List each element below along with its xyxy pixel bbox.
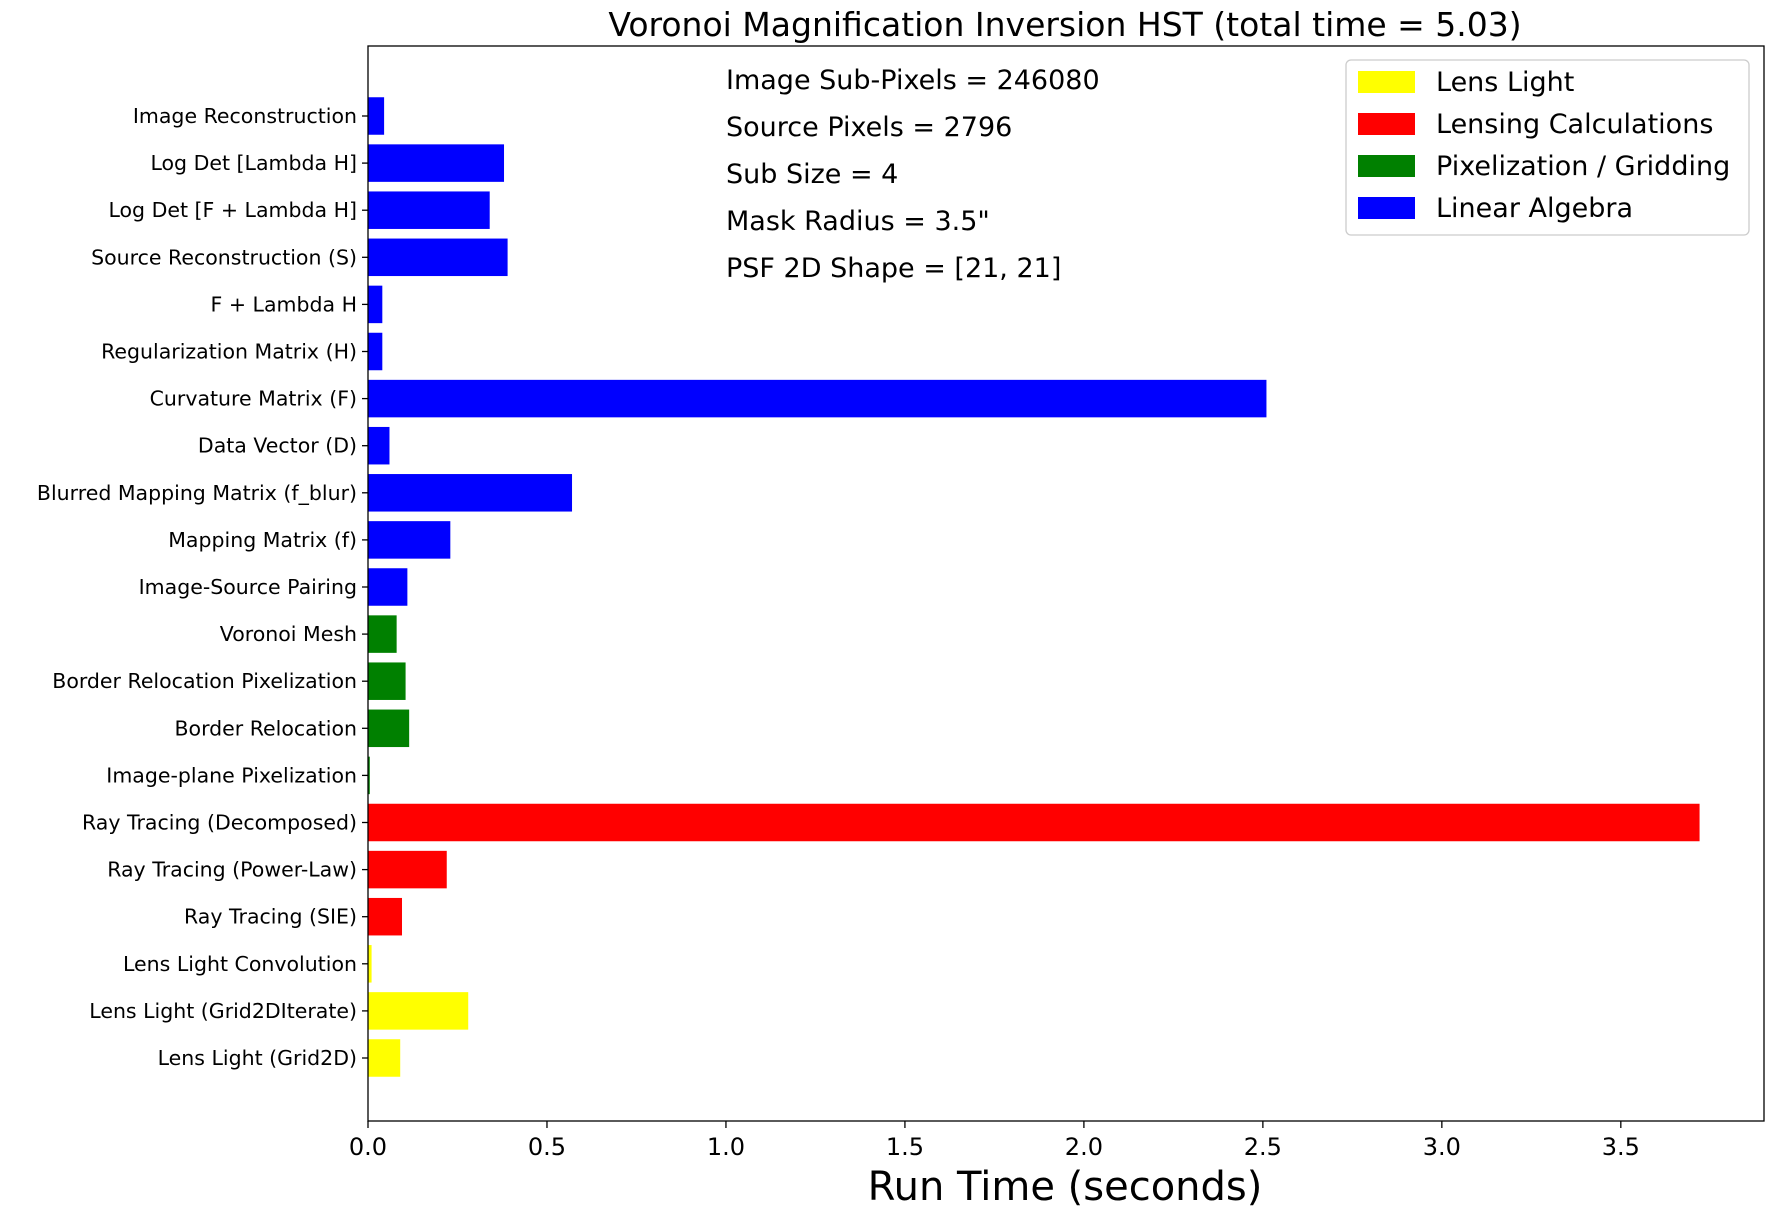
x-tick-label: 0.0 (349, 1133, 387, 1161)
y-tick-label: Mapping Matrix (f) (168, 528, 357, 552)
y-tick-label: Source Reconstruction (S) (91, 245, 357, 269)
legend-swatch (1358, 71, 1415, 93)
legend-swatch (1358, 197, 1415, 219)
x-tick-label: 3.0 (1423, 1133, 1461, 1161)
bar (368, 897, 403, 936)
x-axis-label: Run Time (seconds) (868, 1164, 1263, 1210)
bar (368, 332, 383, 371)
bar (368, 615, 397, 653)
plot-area-frame (367, 45, 1765, 1122)
bar (368, 992, 469, 1030)
y-tick-label: Ray Tracing (SIE) (184, 905, 357, 929)
y-tick-label: Border Relocation (174, 716, 357, 740)
x-axis-ticks: 0.0 0.5 1.0 1.5 2.0 2.5 3.0 3.5 (349, 1121, 1640, 1161)
legend: Lens Light Lensing Calculations Pixelizati… (1345, 59, 1750, 236)
y-tick-label: Data Vector (D) (198, 434, 357, 458)
bar (368, 97, 385, 135)
bar (368, 191, 490, 229)
bar (368, 238, 508, 277)
bar (368, 709, 410, 748)
chart-title: Voronoi Magnification Inversion HST (tot… (608, 5, 1521, 44)
annotation-text: Source Pixels = 2796 (726, 112, 1012, 143)
y-tick-label: F + Lambda H (211, 292, 357, 316)
y-tick-label: Image Reconstruction (133, 104, 357, 128)
bar (368, 1039, 401, 1077)
legend-swatch (1358, 113, 1415, 135)
y-tick-label: Regularization Matrix (H) (101, 340, 357, 364)
annotation-text: Sub Size = 4 (726, 159, 898, 190)
y-tick-label: Blurred Mapping Matrix (f_blur) (37, 481, 357, 506)
y-tick-label: Log Det [Lambda H] (150, 151, 357, 175)
legend-swatch (1358, 155, 1415, 177)
y-tick-label: Lens Light Convolution (123, 952, 357, 976)
x-tick-label: 1.5 (886, 1133, 924, 1161)
bar (368, 850, 447, 889)
y-tick-label: Ray Tracing (Power-Law) (107, 858, 357, 882)
bar (368, 474, 573, 512)
y-tick-label: Log Det [F + Lambda H] (108, 198, 357, 222)
annotation-text: PSF 2D Shape = [21, 21] (726, 253, 1061, 284)
legend-label: Lensing Calculations (1436, 109, 1713, 140)
x-tick-label: 2.5 (1244, 1133, 1282, 1161)
bars-layer (368, 97, 1700, 1077)
legend-frame (1345, 59, 1750, 236)
y-tick-label: Voronoi Mesh (220, 622, 357, 646)
x-tick-label: 0.5 (528, 1133, 566, 1161)
bar (368, 756, 370, 795)
bar (368, 426, 390, 465)
y-tick-label: Ray Tracing (Decomposed) (82, 811, 357, 835)
annotation-text: Image Sub-Pixels = 246080 (726, 65, 1100, 96)
bar (368, 379, 1267, 418)
x-tick-label: 1.0 (707, 1133, 745, 1161)
bar (368, 568, 408, 606)
y-tick-label: Image-plane Pixelization (106, 763, 357, 787)
bar (368, 945, 372, 983)
legend-label: Pixelization / Gridding (1436, 151, 1730, 182)
bar (368, 285, 383, 324)
x-tick-label: 3.5 (1602, 1133, 1640, 1161)
x-tick-label: 2.0 (1065, 1133, 1103, 1161)
annotations: Image Sub-Pixels = 246080 Source Pixels =… (726, 65, 1100, 284)
legend-label: Linear Algebra (1436, 193, 1633, 224)
bar (368, 521, 451, 559)
legend-label: Lens Light (1436, 67, 1574, 98)
y-tick-labels: Lens Light (Grid2D) Lens Light (Grid2DIte… (37, 104, 368, 1070)
y-tick-label: Border Relocation Pixelization (52, 669, 357, 693)
bar (368, 803, 1700, 842)
y-tick-label: Lens Light (Grid2DIterate) (89, 999, 357, 1023)
bar (368, 144, 505, 182)
bar (368, 662, 406, 700)
annotation-text: Mask Radius = 3.5" (726, 206, 990, 237)
y-tick-label: Curvature Matrix (F) (150, 387, 357, 411)
y-tick-label: Lens Light (Grid2D) (158, 1046, 357, 1070)
y-tick-label: Image-Source Pairing (139, 575, 357, 599)
